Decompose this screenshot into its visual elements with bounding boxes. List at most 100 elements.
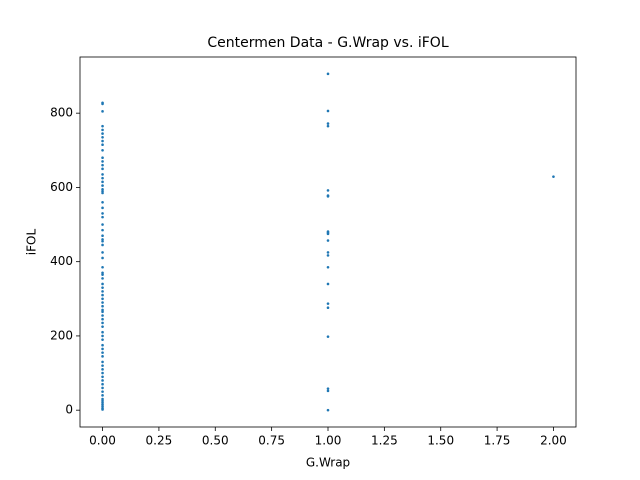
y-tick-label: 200 bbox=[50, 328, 73, 342]
point bbox=[101, 304, 104, 308]
point bbox=[101, 256, 104, 260]
point bbox=[101, 379, 104, 382]
point bbox=[101, 206, 104, 210]
point bbox=[101, 143, 104, 147]
point bbox=[101, 308, 104, 312]
x-tick-label: 1.00 bbox=[315, 434, 342, 448]
point bbox=[326, 232, 330, 236]
y-tick-label: 800 bbox=[50, 106, 73, 120]
point bbox=[101, 200, 104, 204]
point bbox=[326, 306, 330, 310]
point bbox=[101, 184, 104, 187]
y-tick-label: 0 bbox=[65, 403, 73, 417]
point bbox=[101, 139, 104, 143]
point bbox=[101, 180, 104, 184]
x-tick-label: 0.50 bbox=[202, 434, 229, 448]
point bbox=[101, 176, 104, 180]
point bbox=[101, 360, 104, 364]
point bbox=[101, 215, 104, 219]
point bbox=[101, 397, 104, 401]
x-tick-label: 2.00 bbox=[540, 434, 567, 448]
point bbox=[101, 163, 104, 167]
plot-frame bbox=[79, 56, 577, 428]
point bbox=[101, 286, 104, 289]
point bbox=[101, 265, 104, 269]
point bbox=[326, 387, 330, 390]
point bbox=[326, 265, 330, 269]
point bbox=[101, 187, 104, 191]
point bbox=[101, 277, 104, 280]
point bbox=[101, 343, 104, 347]
point bbox=[101, 364, 104, 367]
point bbox=[101, 401, 104, 405]
point bbox=[326, 109, 330, 113]
point bbox=[101, 239, 104, 243]
point bbox=[101, 325, 104, 328]
point bbox=[101, 223, 104, 226]
point bbox=[101, 334, 104, 338]
point bbox=[101, 317, 104, 321]
point bbox=[326, 335, 330, 338]
point bbox=[326, 251, 330, 254]
point bbox=[101, 301, 104, 304]
point bbox=[101, 351, 104, 354]
point bbox=[326, 282, 330, 286]
chart-title: Centermen Data - G.Wrap vs. iFOL bbox=[207, 35, 448, 51]
point bbox=[101, 375, 104, 379]
point bbox=[101, 228, 104, 232]
point bbox=[101, 191, 104, 195]
point bbox=[101, 355, 104, 358]
point bbox=[101, 238, 104, 241]
point bbox=[101, 290, 104, 293]
x-tick-label: 0.75 bbox=[258, 434, 285, 448]
point bbox=[101, 110, 104, 113]
point bbox=[101, 347, 104, 351]
point bbox=[101, 167, 104, 171]
point bbox=[326, 408, 330, 412]
point bbox=[101, 314, 104, 317]
point bbox=[326, 302, 330, 305]
point bbox=[101, 124, 104, 128]
point bbox=[101, 234, 104, 237]
x-tick-label: 0.25 bbox=[146, 434, 173, 448]
point bbox=[101, 394, 104, 397]
point bbox=[101, 386, 104, 390]
point bbox=[326, 72, 330, 76]
point bbox=[101, 368, 104, 371]
x-tick-label: 1.50 bbox=[427, 434, 454, 448]
point bbox=[101, 297, 104, 301]
point bbox=[326, 254, 330, 257]
x-tick-label: 1.25 bbox=[371, 434, 398, 448]
point bbox=[326, 239, 330, 242]
point bbox=[101, 128, 104, 132]
point bbox=[101, 251, 104, 254]
point bbox=[101, 403, 104, 406]
point bbox=[101, 338, 104, 341]
point bbox=[101, 390, 104, 393]
point bbox=[326, 189, 330, 192]
point bbox=[101, 405, 104, 408]
point bbox=[326, 195, 330, 198]
point bbox=[101, 371, 104, 375]
point bbox=[326, 122, 330, 125]
point bbox=[101, 189, 104, 193]
point bbox=[326, 389, 330, 393]
point bbox=[101, 321, 104, 325]
point bbox=[101, 408, 104, 411]
point bbox=[101, 132, 104, 135]
point bbox=[101, 282, 104, 286]
point bbox=[101, 173, 104, 176]
point bbox=[101, 160, 104, 163]
point bbox=[101, 310, 104, 314]
point bbox=[326, 124, 330, 128]
point bbox=[101, 399, 104, 403]
point bbox=[101, 212, 104, 215]
y-tick-label: 400 bbox=[50, 254, 73, 268]
x-tick-label: 1.75 bbox=[484, 434, 511, 448]
point bbox=[101, 273, 104, 276]
x-tick-label: 0.00 bbox=[89, 434, 116, 448]
point bbox=[101, 271, 104, 275]
point bbox=[101, 293, 104, 297]
